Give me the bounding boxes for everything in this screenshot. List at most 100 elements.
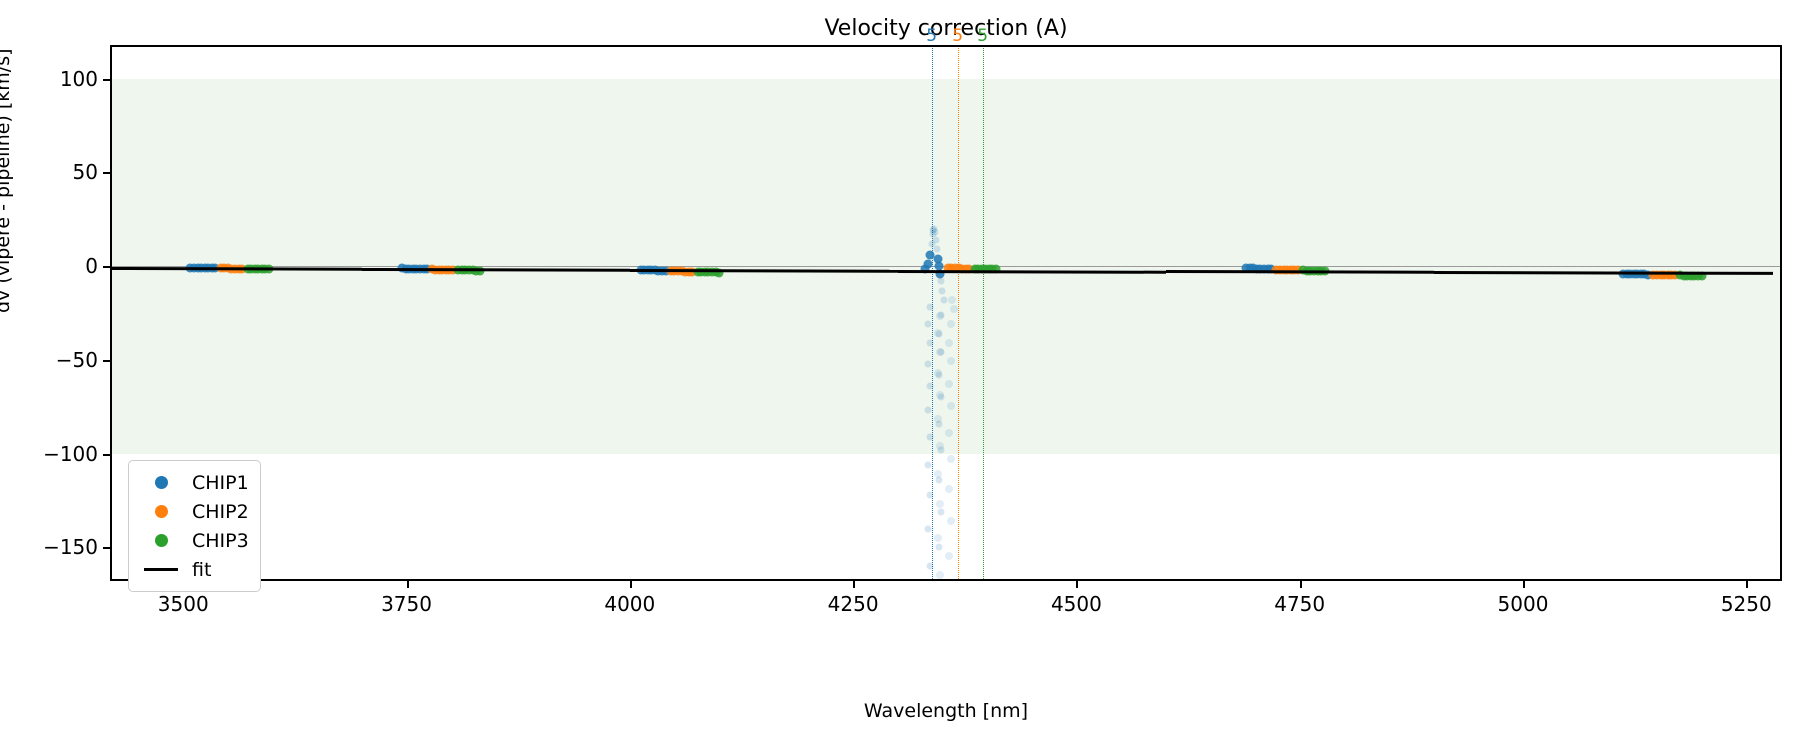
data-point [929, 226, 937, 234]
y-axis-label: dv (vipere - pipeline) [km/s] [0, 48, 14, 313]
y-tick-mark [103, 547, 110, 550]
data-point [923, 259, 933, 269]
x-tick-mark [1522, 581, 1525, 588]
data-point [934, 261, 944, 271]
x-tick-label: 4250 [827, 592, 879, 616]
y-tick-mark [103, 78, 110, 81]
data-point [1266, 264, 1276, 274]
data-point [944, 338, 953, 347]
y-tick-label: −100 [43, 441, 98, 466]
data-point [944, 484, 953, 493]
x-tick-label: 4000 [604, 592, 656, 616]
data-point [946, 357, 955, 366]
data-point [932, 236, 940, 244]
vertical-marker-label: 5 [952, 26, 964, 46]
data-point [940, 296, 948, 304]
y-tick-mark [103, 359, 110, 362]
y-tick-mark [103, 266, 110, 269]
data-point [935, 391, 944, 400]
legend-swatch [154, 505, 168, 518]
fit-line-segment [897, 269, 1166, 274]
x-tick-mark [629, 581, 632, 588]
data-point [935, 269, 945, 279]
data-point [920, 264, 930, 274]
legend-swatch [154, 476, 168, 489]
data-point [935, 571, 944, 579]
legend-dot-swatch [138, 476, 184, 489]
data-point [926, 303, 934, 311]
data-point [944, 379, 953, 388]
data-point [934, 329, 943, 338]
data-point [935, 543, 943, 551]
axis-spine-left [110, 45, 112, 581]
data-point [929, 230, 937, 238]
data-point [926, 382, 934, 390]
legend-label: fit [192, 558, 212, 581]
data-point [935, 420, 943, 428]
data-point [924, 360, 932, 368]
legend-item-chip1[interactable]: CHIP1 [138, 468, 249, 497]
data-point [935, 476, 943, 484]
data-point [937, 277, 945, 285]
data-point [946, 319, 955, 328]
data-point [935, 312, 944, 321]
legend-item-chip3[interactable]: CHIP3 [138, 526, 249, 555]
legend-label: CHIP1 [192, 471, 249, 494]
data-point [944, 428, 953, 437]
fit-line-segment [629, 268, 898, 273]
legend-line-swatch [138, 568, 184, 571]
data-point [924, 461, 932, 469]
x-tick-mark [1746, 581, 1749, 588]
y-tick-mark [103, 172, 110, 175]
data-point [938, 287, 946, 294]
x-tick-label: 5000 [1497, 592, 1549, 616]
y-tick-mark [103, 453, 110, 456]
legend-swatch [154, 534, 168, 547]
x-tick-label: 3750 [381, 592, 432, 616]
vertical-marker-label: 5 [926, 26, 938, 46]
data-point [934, 533, 943, 542]
data-point [937, 311, 945, 319]
data-point [935, 371, 943, 379]
data-point [944, 552, 953, 561]
data-point [934, 469, 943, 478]
legend-item-fit[interactable]: fit [138, 555, 249, 584]
data-point [933, 245, 941, 253]
data-point [1670, 270, 1680, 280]
y-tick-label: 50 [72, 160, 98, 185]
legend-dot-swatch [138, 505, 184, 518]
x-tick-mark [853, 581, 856, 588]
data-point [934, 368, 943, 377]
data-point [930, 225, 938, 233]
data-point [924, 525, 932, 533]
legend-box: CHIP1 CHIP2 CHIP3 fit [128, 460, 261, 592]
x-tick-mark [1299, 581, 1302, 588]
x-axis-label: Wavelength [nm] [863, 700, 1029, 722]
legend-swatch [144, 568, 178, 571]
vertical-marker-line [957, 45, 959, 581]
legend-label: CHIP3 [192, 529, 249, 552]
data-point [926, 433, 934, 441]
y-tick-label: −150 [43, 535, 98, 560]
data-point [935, 330, 943, 338]
legend-item-chip2[interactable]: CHIP2 [138, 497, 249, 526]
x-tick-mark [1076, 581, 1079, 588]
x-tick-label: 3500 [157, 592, 209, 616]
data-point [931, 228, 939, 236]
y-tick-label: −50 [55, 347, 98, 372]
x-tick-label: 5250 [1720, 592, 1772, 616]
data-point [937, 393, 945, 401]
axis-spine-bottom [110, 579, 1782, 581]
data-point [924, 406, 932, 414]
data-layer [110, 45, 1782, 581]
plot-axes: 100 50 0 −50 −100 −150 3500 3750 4000 4250 4500 47… [43, 45, 1782, 616]
data-point [964, 264, 974, 274]
vertical-marker-label: 5 [977, 26, 989, 46]
data-point [933, 254, 943, 264]
data-point [950, 304, 959, 313]
y-tick-label: 100 [59, 66, 98, 91]
data-point [937, 446, 945, 454]
data-point [935, 499, 944, 508]
data-point [935, 441, 944, 450]
fit-line-segment [1433, 271, 1774, 275]
